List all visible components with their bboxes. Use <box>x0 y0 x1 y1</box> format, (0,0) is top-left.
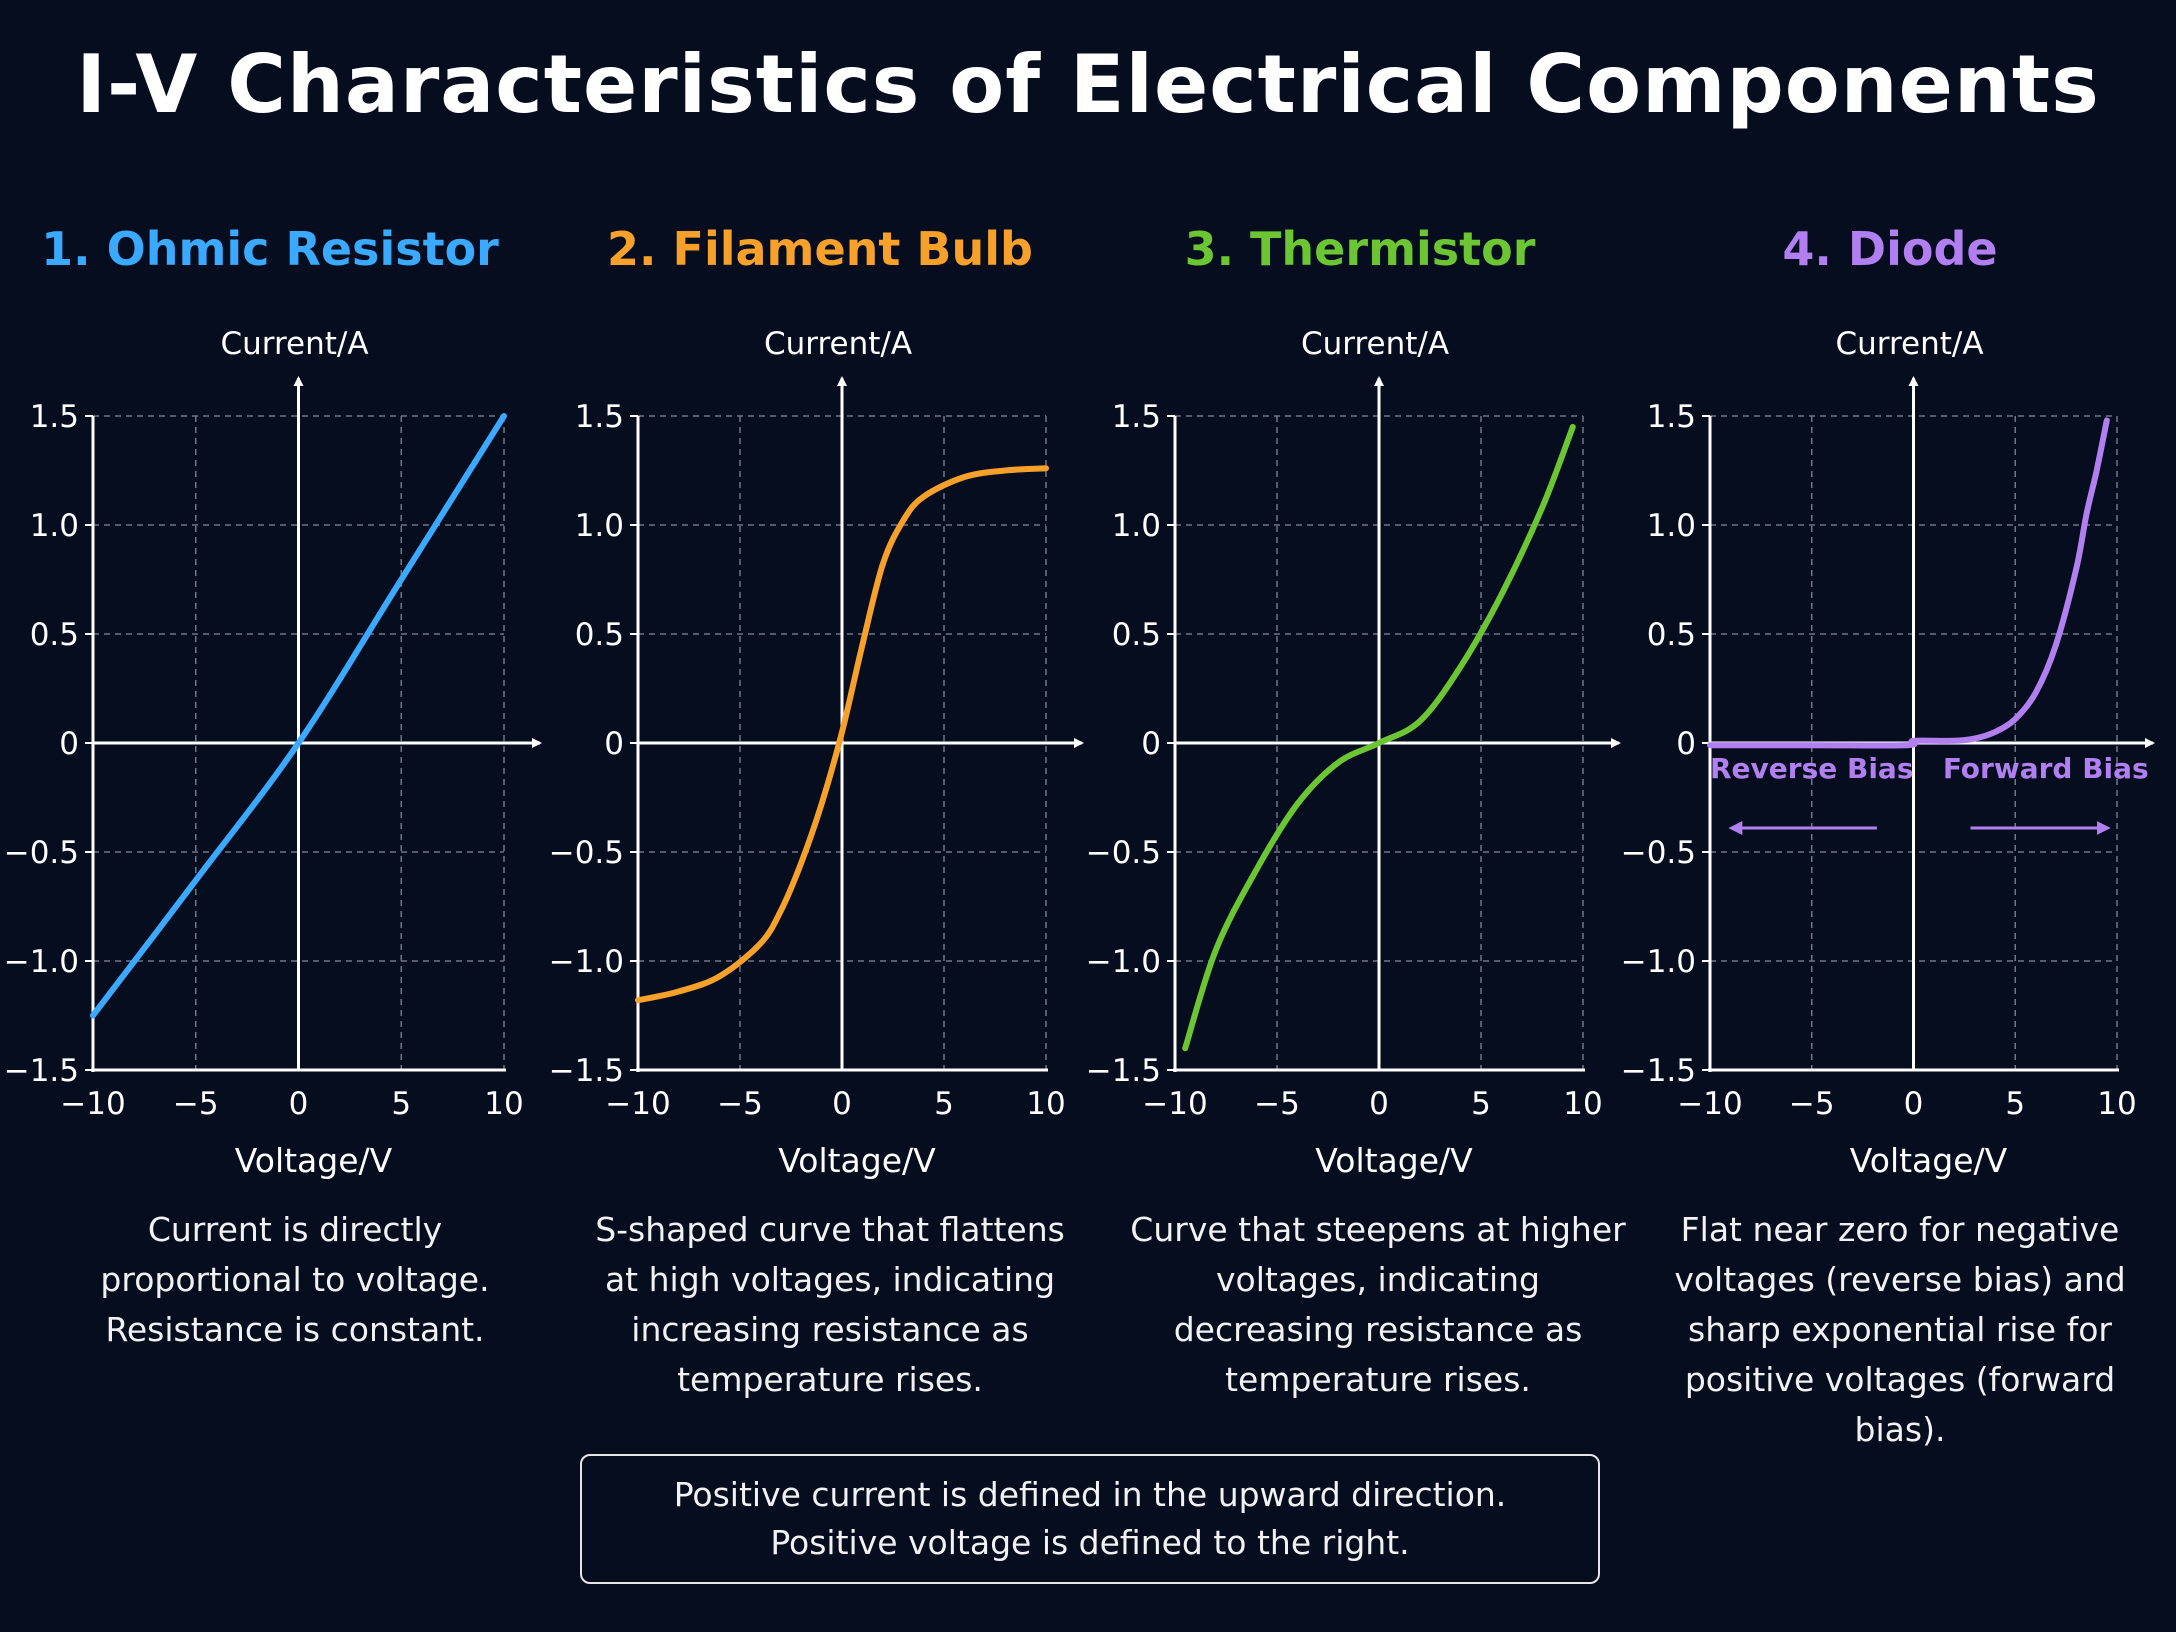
iv-curve-line <box>90 413 507 1019</box>
panel-title-ohmic-resistor: 1. Ohmic Resistor <box>41 222 499 276</box>
iv-curve-line <box>1707 417 2110 749</box>
note-box: Positive current is defined in the upwar… <box>580 1454 1600 1584</box>
y-tick-label: 0.5 <box>30 617 79 653</box>
y-tick-label: 0 <box>604 726 624 762</box>
forward-bias-label: Forward Bias <box>1943 752 2149 785</box>
y-tick-label: −1.5 <box>549 1053 624 1089</box>
y-tick-label: 1.5 <box>1647 399 1696 435</box>
x-tick-label: 5 <box>391 1086 411 1122</box>
x-tick-label: −5 <box>173 1086 219 1122</box>
panel-title-filament-bulb: 2. Filament Bulb <box>607 222 1033 276</box>
y-tick-label: −0.5 <box>549 835 624 871</box>
y-tick-label: −1.5 <box>4 1053 79 1089</box>
y-tick-label: −1.5 <box>1086 1053 1161 1089</box>
y-axis-label: Current/A <box>1301 326 1449 362</box>
y-tick-label: −1.0 <box>1621 944 1696 980</box>
chart-1: −1.5 −1.0 −0.5 0 0.5 1.0 1.5 −10 −5 0 5 10 Current/A… <box>4 326 542 1180</box>
x-tick-label: −5 <box>1254 1086 1300 1122</box>
y-tick-label: −1.0 <box>4 944 79 980</box>
x-tick-label: 5 <box>934 1086 954 1122</box>
panel-title-diode: 4. Diode <box>1782 222 1998 276</box>
x-tick-label: −10 <box>1142 1086 1207 1122</box>
chart-4: −1.5 −1.0 −0.5 0 0.5 1.0 1.5 −10 −5 0 5 10 Current/A… <box>1621 326 2155 1180</box>
iv-curve-line <box>635 465 1049 1004</box>
x-tick-label: −5 <box>717 1086 763 1122</box>
y-tick-label: 1.0 <box>1647 508 1696 544</box>
chart-2: −1.5 −1.0 −0.5 0 0.5 1.0 1.5 −10 −5 0 5 10 Current/A… <box>549 326 1084 1180</box>
chart-3: −1.5 −1.0 −0.5 0 0.5 1.0 1.5 −10 −5 0 5 10 Current/A… <box>1086 326 1621 1180</box>
y-tick-label: −1.5 <box>1621 1053 1696 1089</box>
x-tick-label: −5 <box>1789 1086 1835 1122</box>
y-tick-label: 1.0 <box>1112 508 1161 544</box>
y-tick-label: 0.5 <box>1112 617 1161 653</box>
x-tick-label: −10 <box>605 1086 670 1122</box>
y-tick-label: 0 <box>1676 726 1696 762</box>
y-tick-label: 0.5 <box>575 617 624 653</box>
y-tick-label: 1.0 <box>575 508 624 544</box>
x-tick-label: 10 <box>1563 1086 1602 1122</box>
reverse-bias-label: Reverse Bias <box>1710 752 1914 785</box>
x-tick-label: 10 <box>484 1086 523 1122</box>
x-tick-label: 10 <box>2097 1086 2136 1122</box>
description-filament-bulb: S-shaped curve that flattens at high vol… <box>595 1210 1065 1399</box>
y-tick-label: −0.5 <box>1086 835 1161 871</box>
x-tick-label: 5 <box>2005 1086 2025 1122</box>
y-tick-label: 0 <box>59 726 79 762</box>
y-tick-label: 0.5 <box>1647 617 1696 653</box>
y-tick-label: −1.0 <box>1086 944 1161 980</box>
y-tick-label: 0 <box>1141 726 1161 762</box>
note-line-1: Positive current is defined in the upwar… <box>673 1475 1507 1514</box>
y-axis-label: Current/A <box>220 326 368 362</box>
x-axis-label: Voltage/V <box>1850 1141 2008 1180</box>
x-tick-label: 0 <box>1904 1086 1924 1122</box>
y-axis-label: Current/A <box>764 326 912 362</box>
x-tick-label: 5 <box>1471 1086 1491 1122</box>
iv-curve-line <box>1182 423 1576 1052</box>
x-tick-label: 0 <box>1369 1086 1389 1122</box>
y-tick-label: −0.5 <box>4 835 79 871</box>
description-ohmic-resistor: Current is directly proportional to volt… <box>100 1210 490 1349</box>
x-tick-label: 0 <box>289 1086 309 1122</box>
x-tick-label: −10 <box>1677 1086 1742 1122</box>
y-axis-label: Current/A <box>1835 326 1983 362</box>
x-tick-label: −10 <box>60 1086 125 1122</box>
note-line-2: Positive voltage is defined to the right… <box>770 1523 1410 1562</box>
y-tick-label: −0.5 <box>1621 835 1696 871</box>
x-axis-label: Voltage/V <box>235 1141 393 1180</box>
x-axis-label: Voltage/V <box>1315 1141 1473 1180</box>
panel-title-thermistor: 3. Thermistor <box>1184 222 1536 276</box>
y-tick-label: 1.5 <box>1112 399 1161 435</box>
x-axis-label: Voltage/V <box>778 1141 936 1180</box>
description-thermistor: Curve that steepens at higher voltages, … <box>1130 1210 1626 1399</box>
y-tick-label: −1.0 <box>549 944 624 980</box>
x-tick-label: 0 <box>832 1086 852 1122</box>
y-tick-label: 1.5 <box>30 399 79 435</box>
page-title: I-V Characteristics of Electrical Compon… <box>76 38 2100 131</box>
y-tick-label: 1.5 <box>575 399 624 435</box>
y-tick-label: 1.0 <box>30 508 79 544</box>
description-diode: Flat near zero for negative voltages (re… <box>1674 1210 2126 1449</box>
x-tick-label: 10 <box>1026 1086 1065 1122</box>
